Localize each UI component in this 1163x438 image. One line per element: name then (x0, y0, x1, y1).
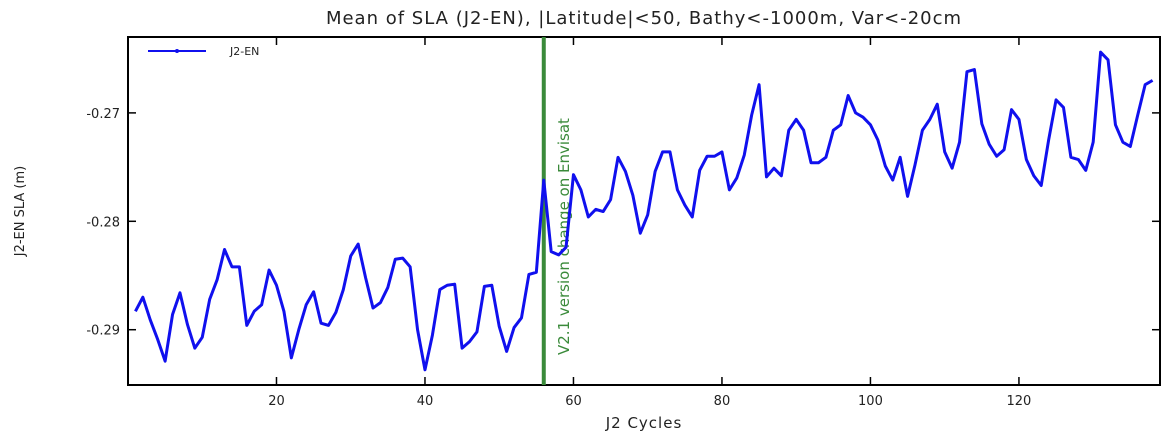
y-tick-label: -0.28 (86, 215, 120, 230)
legend-label: J2-EN (229, 45, 259, 58)
x-axis-label: J2 Cycles (605, 414, 683, 432)
legend-marker (175, 49, 179, 53)
x-tick-label: 40 (417, 394, 434, 409)
data-line (134, 50, 1154, 372)
plot-frame (127, 36, 1161, 386)
x-tick-label: 120 (1007, 394, 1032, 409)
x-tick-label: 60 (565, 394, 582, 409)
y-tick-label: -0.27 (86, 107, 120, 122)
y-tick-label: -0.29 (86, 324, 120, 339)
reference-label: V2.1 version change on Envisat (555, 118, 573, 355)
x-tick-label: 80 (714, 394, 731, 409)
chart-title: Mean of SLA (J2-EN), |Latitude|<50, Bath… (326, 8, 962, 29)
y-axis-label: J2-EN SLA (m) (13, 166, 28, 258)
x-tick-label: 100 (858, 394, 883, 409)
x-tick-label: 20 (268, 394, 285, 409)
